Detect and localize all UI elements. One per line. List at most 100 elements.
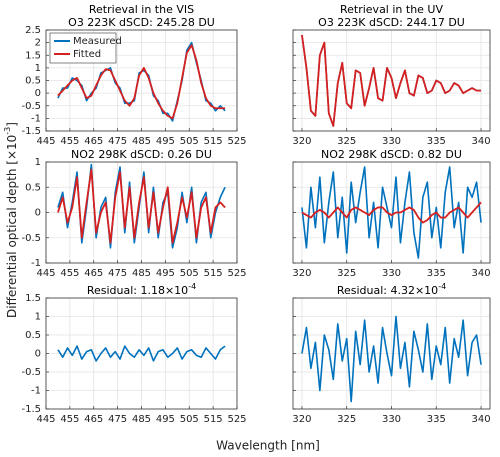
y-tick-label: -1 <box>31 258 41 269</box>
x-tick-label: 330 <box>382 414 401 425</box>
data-line <box>57 168 226 244</box>
y-tick-label: 0.5 <box>25 330 41 341</box>
x-axis-label: Wavelength [nm] <box>216 439 320 453</box>
panel: 320 325 330 335 340 NO2 298K dSCD: 0.82 DU <box>292 148 490 279</box>
title-exponent: -4 <box>188 282 196 291</box>
y-tick-label: -0.5 <box>21 101 41 112</box>
x-tick-label: 335 <box>427 136 446 147</box>
x-tick-label: 330 <box>382 268 401 279</box>
x-tick-label: 455 <box>60 136 79 147</box>
lines <box>57 41 226 122</box>
legend-box <box>49 32 117 64</box>
x-tick-label: 465 <box>84 414 103 425</box>
y-tick-label: 1 <box>35 157 41 168</box>
x-tick-label: 495 <box>156 414 175 425</box>
x-tick-label: 515 <box>204 414 223 425</box>
x-tick-label: 445 <box>36 268 55 279</box>
x-tick-label: 325 <box>337 268 356 279</box>
lines <box>301 34 482 127</box>
panel: 320 325 330 335 340 Residual: 4.32×10-4 <box>292 282 490 426</box>
y-tick-label: -1.5 <box>21 404 41 415</box>
plot-frame <box>292 29 491 132</box>
x-tick-label: 320 <box>292 414 311 425</box>
x-tick-label: 505 <box>180 268 199 279</box>
lines <box>301 166 482 259</box>
y-label-exponent: -3 <box>3 127 12 135</box>
x-tick-label: 525 <box>227 268 246 279</box>
x-tick-label: 340 <box>471 136 490 147</box>
x-tick-label: 320 <box>292 268 311 279</box>
y-tick-label: 2 <box>35 38 41 49</box>
x-tick-label: 485 <box>132 414 151 425</box>
data-line <box>301 201 482 224</box>
data-line <box>57 345 226 362</box>
x-tick-label: 340 <box>471 414 490 425</box>
y-axis-label: Differential optical depth [×10-3] <box>3 122 19 318</box>
x-tick-label: 455 <box>60 268 79 279</box>
legend-label: Fitted <box>73 49 101 60</box>
x-tick-label: 335 <box>427 268 446 279</box>
y-tick-label: 1.5 <box>25 293 41 304</box>
x-tick-label: 495 <box>156 268 175 279</box>
panel-title: Residual: 4.32×10-4 <box>337 282 446 298</box>
y-tick-label: 0 <box>35 208 41 219</box>
x-tick-label: 475 <box>108 268 127 279</box>
x-tick-label: 505 <box>180 414 199 425</box>
panel-title: O3 223K dSCD: 245.28 DU <box>68 16 215 29</box>
x-tick-label: 335 <box>427 414 446 425</box>
y-tick-label: -1 <box>31 386 41 397</box>
panel-title: Retrieval in the VIS <box>89 3 194 16</box>
data-line <box>57 44 226 120</box>
panel-title: NO2 298K dSCD: 0.82 DU <box>321 148 462 161</box>
x-tick-label: 495 <box>156 136 175 147</box>
lines <box>301 315 482 403</box>
x-tick-label: 325 <box>337 414 356 425</box>
plot-frame <box>45 29 238 132</box>
panel-title: O3 223K dSCD: 244.17 DU <box>318 16 465 29</box>
y-label-end: ] <box>5 122 19 127</box>
lines <box>57 163 226 249</box>
y-tick-label: 0 <box>35 349 41 360</box>
y-tick-label: -1 <box>31 113 41 124</box>
x-tick-label: 465 <box>84 136 103 147</box>
x-tick-label: 340 <box>471 268 490 279</box>
y-tick-label: 0 <box>35 88 41 99</box>
y-tick-label: 2.5 <box>25 25 41 36</box>
panel-title: NO2 298K dSCD: 0.26 DU <box>71 148 212 161</box>
panel-title: Residual: 1.18×10-4 <box>87 282 196 298</box>
x-tick-label: 485 <box>132 136 151 147</box>
title-main: Residual: 4.32×10 <box>337 284 438 297</box>
panel: -1.5 -1 -0.5 0 0.5 1 1.5 445 455 465 475 485 495 505 5… <box>21 282 246 426</box>
data-line <box>301 34 482 127</box>
plot-frame <box>292 161 491 264</box>
plot-frame <box>45 297 238 410</box>
plot-frame <box>292 297 491 410</box>
plot-frame <box>45 161 238 264</box>
y-tick-label: -1.5 <box>21 126 41 137</box>
panel: -1.5 -1-0.5 00.5 1 1.52 2.5 445 455 465 475 485 495… <box>21 3 246 147</box>
lines <box>57 345 226 362</box>
x-tick-label: 525 <box>227 414 246 425</box>
x-tick-label: 525 <box>227 136 246 147</box>
data-line <box>301 166 482 259</box>
x-tick-label: 445 <box>36 136 55 147</box>
x-tick-label: 475 <box>108 414 127 425</box>
x-tick-label: 515 <box>204 268 223 279</box>
legend-label: Measured <box>73 36 122 47</box>
y-tick-label: -0.5 <box>21 233 41 244</box>
title-main: Residual: 1.18×10 <box>87 284 188 297</box>
x-tick-label: 445 <box>36 414 55 425</box>
x-tick-label: 325 <box>337 136 356 147</box>
x-tick-label: 475 <box>108 136 127 147</box>
x-tick-label: 515 <box>204 136 223 147</box>
y-label-main: Differential optical depth [×10 <box>5 135 19 318</box>
x-tick-label: 455 <box>60 414 79 425</box>
x-tick-label: 330 <box>382 136 401 147</box>
y-tick-label: 0.5 <box>25 182 41 193</box>
panel: -1 -0.5 0 0.5 1 445 455 465 475 485 495 505 515 525 NO… <box>21 148 246 279</box>
data-line <box>301 315 482 403</box>
y-tick-label: -0.5 <box>21 367 41 378</box>
x-tick-label: 485 <box>132 268 151 279</box>
